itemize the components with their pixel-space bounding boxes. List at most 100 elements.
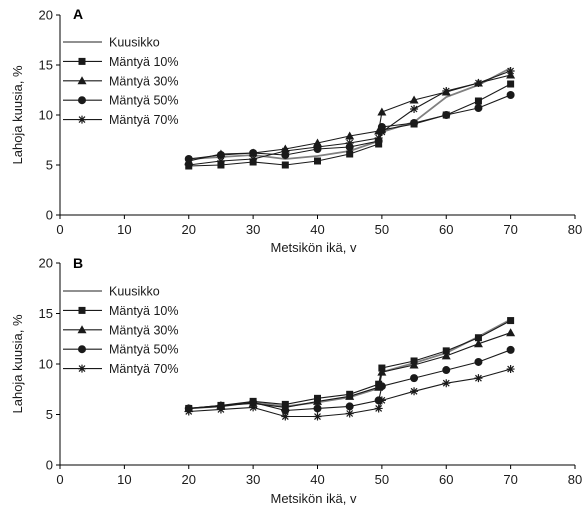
series-m-nty-70- [184,67,515,169]
x-tick-label: 20 [182,472,196,487]
legend-label: Mäntyä 10% [109,304,178,318]
legend-marker [78,96,86,105]
data-point [442,111,451,119]
data-point [345,402,354,411]
legend-label: Mäntyä 70% [109,362,178,376]
data-point [184,155,193,163]
legend-label: Mäntyä 10% [109,55,178,69]
series-line [188,368,511,418]
data-point [506,328,516,337]
legend-marker [78,115,86,124]
data-point [377,107,387,116]
series-line [188,67,512,160]
data-point [377,128,386,136]
x-tick-label: 0 [56,472,63,487]
data-point [345,139,354,147]
data-point [281,406,290,415]
legend-marker [77,76,87,85]
data-point [474,79,483,87]
data-point [473,339,483,348]
legend-entry: Mäntyä 30% [63,323,178,337]
y-axis-label: Lahoja kuusia, % [10,314,25,413]
data-point [346,150,354,158]
data-point [506,365,515,374]
series-line [188,70,511,166]
chart-panel-A: 0 5 10 15 20 0 10 20 30 40 50 60 70 80 Metsikön ikä, v… [10,6,582,255]
series-line [188,83,511,167]
legend-label: Kuusikko [109,36,160,50]
series-m-nty-30- [184,328,516,412]
y-tick-label: 15 [39,58,53,73]
data-point [507,317,515,325]
data-point [249,149,258,157]
x-tick-label: 80 [568,472,582,487]
data-point [474,357,483,366]
data-point [377,123,386,131]
data-point [374,404,383,413]
data-point [377,396,386,405]
legend-entry: Mäntyä 10% [63,55,178,69]
y-tick-label: 10 [39,108,53,123]
y-tick-label: 0 [46,458,53,473]
data-point [345,409,354,418]
data-point [345,391,355,400]
data-point [184,407,193,416]
data-point [409,95,419,104]
legend-marker [77,325,87,334]
data-point [410,105,419,113]
data-point [410,387,419,396]
y-axis-label: Lahoja kuusia, % [10,65,25,164]
data-point [314,157,321,165]
data-point [474,104,483,112]
legend-entry: Mäntyä 50% [63,343,178,357]
x-tick-label: 50 [375,222,389,237]
y-tick-label: 15 [39,306,53,321]
data-point [474,334,482,342]
series-line [188,320,511,409]
data-point [281,161,289,169]
y-tick-label: 10 [39,357,53,372]
data-point [377,382,386,391]
x-tick-label: 40 [310,472,324,487]
legend-entry: Mäntyä 70% [63,113,178,127]
data-point [374,134,383,142]
legend-label: Mäntyä 70% [109,113,178,127]
x-tick-label: 70 [503,222,517,237]
series-line [188,94,511,160]
data-point [313,396,322,405]
data-point [377,367,387,376]
legend-marker [78,306,86,314]
y-tick-label: 20 [39,8,53,23]
data-point [442,347,450,355]
data-point [249,403,258,412]
x-tick-label: 30 [246,472,260,487]
data-point [410,119,419,127]
x-tick-label: 60 [439,222,453,237]
legend-label: Mäntyä 30% [109,323,178,337]
legend-marker [78,345,86,354]
panel-letter: A [73,6,83,22]
series-line [188,349,511,412]
x-tick-label: 80 [568,222,582,237]
x-tick-label: 0 [56,222,63,237]
y-tick-label: 20 [39,256,53,271]
data-point [249,155,258,163]
x-tick-label: 30 [246,222,260,237]
data-point [409,360,419,369]
data-point [281,147,290,155]
data-point [506,345,515,354]
data-point [313,143,322,151]
legend-marker [78,57,86,65]
legend-entry: Mäntyä 50% [63,94,178,108]
x-tick-label: 20 [182,222,196,237]
data-point [474,97,482,105]
x-tick-label: 10 [117,222,131,237]
legend-entry: Mäntyä 10% [63,304,178,318]
data-point [216,151,225,159]
y-tick-label: 5 [46,407,53,422]
data-point [249,398,258,407]
legend-entry: Kuusikko [63,285,160,299]
y-tick-label: 0 [46,208,53,223]
data-point [507,80,515,88]
